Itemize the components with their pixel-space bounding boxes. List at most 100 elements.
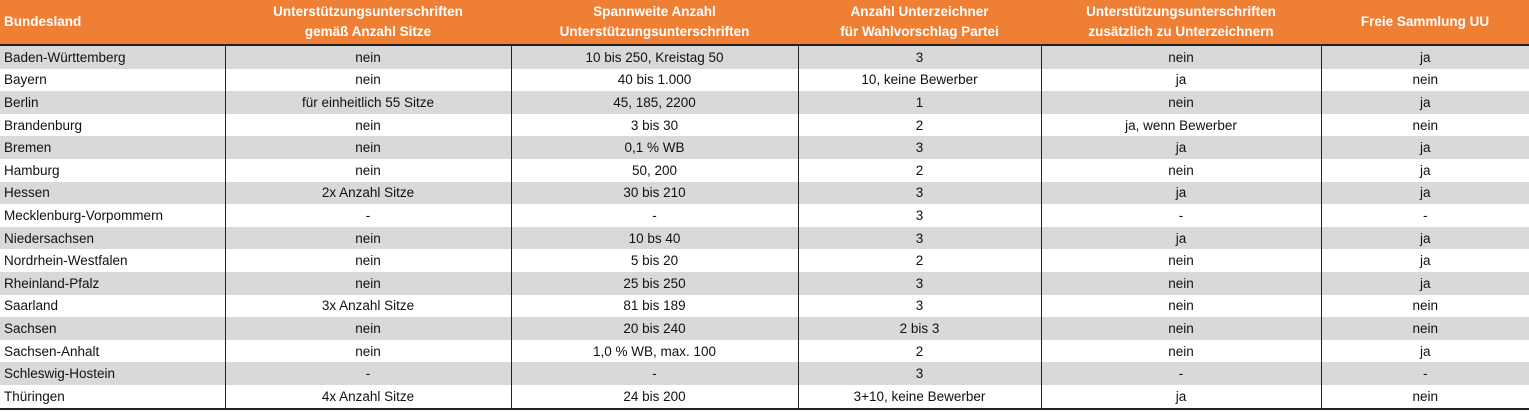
cell-bundesland: Brandenburg [0,113,226,137]
cell-spannweite: 3 bis 30 [511,113,799,137]
cell-spannweite: - [511,362,799,385]
table-header: Bundesland Unterstützungsunterschriften … [0,0,1529,46]
cell-freie-sammlung: nein [1321,317,1529,340]
table-row: Schleswig-Hostein - -3- - [0,362,1529,385]
cell-unterzeichner: 3 [798,226,1042,250]
column-header-bundesland: Bundesland [0,0,225,46]
cell-zusaetzlich: nein [1041,249,1322,272]
header-line: Anzahl Unterzeichner [850,4,989,19]
cell-zusaetzlich: nein [1041,158,1322,182]
cell-zusaetzlich: nein [1041,271,1322,295]
cell-unterschriften-sitze: nein [225,317,512,340]
column-header-unterschriften-sitze: Unterstützungsunterschriften gemäß Anzah… [225,0,511,46]
cell-freie-sammlung: nein [1321,384,1529,410]
table-row: Rheinland-Pfalz nein 25 bis 250 3 nein ja [0,271,1529,295]
cell-spannweite: 1,0 % WB, max. 100 [511,339,799,363]
cell-unterzeichner: 3+10, keine Bewerber [798,384,1042,410]
cell-bundesland: Sachsen-Anhalt [0,339,226,363]
cell-unterschriften-sitze: - [225,362,512,385]
cell-freie-sammlung: ja [1321,91,1529,114]
cell-bundesland: Hamburg [0,158,226,182]
cell-unterschriften-sitze: nein [225,339,512,363]
cell-unterzeichner: 2 [798,158,1042,182]
cell-zusaetzlich: ja [1041,384,1322,410]
table-row: Hamburg nein 50, 200 2 nein ja [0,158,1529,182]
cell-unterschriften-sitze: nein [225,45,512,69]
table-row: Berlin für einheitlich 55 Sitze 45, 185, 2… [0,91,1529,114]
cell-freie-sammlung: ja [1321,249,1529,272]
cell-spannweite: 50, 200 [511,158,799,182]
cell-unterzeichner: 10, keine Bewerber [798,68,1042,92]
table-row: Brandenburg nein 3 bis 30 2 ja, wenn Bewerbe… [0,113,1529,137]
cell-spannweite: 45, 185, 2200 [511,91,799,114]
cell-unterzeichner: 3 [798,362,1042,385]
cell-freie-sammlung: ja [1321,226,1529,250]
cell-freie-sammlung: ja [1321,271,1529,295]
cell-zusaetzlich: nein [1041,339,1322,363]
header-line: Unterstützungsunterschriften [559,24,750,39]
table-body: Baden-Württemberg nein 10 bis 250, Kreista… [0,45,1529,410]
cell-bundesland: Mecklenburg-Vorpommern [0,204,226,227]
cell-bundesland: Bayern [0,68,226,92]
table-row: Mecklenburg-Vorpommern - -3- - [0,204,1529,227]
cell-bundesland: Saarland [0,294,226,318]
table-row: Sachsen-Anhalt nein 1,0 % WB, max. 100 2 nei… [0,339,1529,363]
cell-bundesland: Berlin [0,91,226,114]
table-row: Nordrhein-Westfalen nein 5 bis 20 2 nein ja [0,249,1529,272]
cell-bundesland: Schleswig-Hostein [0,362,226,385]
cell-unterzeichner: 3 [798,181,1042,205]
cell-spannweite: 81 bis 189 [511,294,799,318]
cell-zusaetzlich: - [1041,204,1322,227]
table-row: Thüringen 4x Anzahl Sitze 24 bis 200 3+10, … [0,384,1529,410]
cell-freie-sammlung: nein [1321,68,1529,92]
cell-unterschriften-sitze: nein [225,249,512,272]
cell-spannweite: - [511,204,799,227]
cell-unterzeichner: 3 [798,136,1042,159]
header-line: Freie Sammlung UU [1360,14,1490,29]
cell-unterschriften-sitze: 4x Anzahl Sitze [225,384,512,410]
cell-spannweite: 5 bis 20 [511,249,799,272]
cell-unterschriften-sitze: nein [225,226,512,250]
header-line: Bundesland [4,14,82,29]
cell-spannweite: 10 bis 250, Kreistag 50 [511,45,799,69]
header-line: Spannweite Anzahl [593,4,716,19]
cell-bundesland: Hessen [0,181,226,205]
cell-unterschriften-sitze: 2x Anzahl Sitze [225,181,512,205]
cell-zusaetzlich: nein [1041,91,1322,114]
cell-bundesland: Thüringen [0,384,226,410]
cell-bundesland: Baden-Württemberg [0,45,226,69]
column-header-freie-sammlung: Freie Sammlung UU [1321,0,1529,46]
table-row: Niedersachsen nein 10 bs 40 3 ja ja [0,226,1529,250]
cell-bundesland: Niedersachsen [0,226,226,250]
cell-spannweite: 0,1 % WB [511,136,799,159]
cell-unterzeichner: 3 [798,294,1042,318]
cell-zusaetzlich: ja [1041,68,1322,92]
cell-zusaetzlich: - [1041,362,1322,385]
column-header-zusaetzlich: Unterstützungsunterschriften zusätzlich … [1041,0,1321,46]
cell-zusaetzlich: ja [1041,181,1322,205]
table-row: Bremen nein 0,1 % WB 3 ja ja [0,136,1529,159]
cell-freie-sammlung: ja [1321,45,1529,69]
column-header-spannweite: Spannweite Anzahl Unterstützungsuntersch… [511,0,798,46]
cell-freie-sammlung: ja [1321,136,1529,159]
cell-unterzeichner: 2 [798,113,1042,137]
table-row: Sachsen nein 20 bis 240 2 bis 3 nein nein [0,317,1529,340]
cell-zusaetzlich: ja, wenn Bewerber [1041,113,1322,137]
cell-unterzeichner: 2 [798,339,1042,363]
header-row: Bundesland Unterstützungsunterschriften … [0,0,1529,46]
cell-freie-sammlung: - [1321,362,1529,385]
cell-freie-sammlung: nein [1321,294,1529,318]
cell-spannweite: 20 bis 240 [511,317,799,340]
cell-unterzeichner: 2 [798,249,1042,272]
cell-spannweite: 30 bis 210 [511,181,799,205]
cell-freie-sammlung: nein [1321,113,1529,137]
cell-unterschriften-sitze: nein [225,136,512,159]
header-line: zusätzlich zu Unterzeichnern [1088,24,1274,39]
cell-bundesland: Nordrhein-Westfalen [0,249,226,272]
column-header-unterzeichner: Anzahl Unterzeichner für Wahlvorschlag P… [798,0,1041,46]
cell-bundesland: Rheinland-Pfalz [0,271,226,295]
cell-spannweite: 40 bis 1.000 [511,68,799,92]
table-row: Baden-Württemberg nein 10 bis 250, Kreista… [0,45,1529,69]
cell-zusaetzlich: nein [1041,45,1322,69]
cell-unterzeichner: 1 [798,91,1042,114]
